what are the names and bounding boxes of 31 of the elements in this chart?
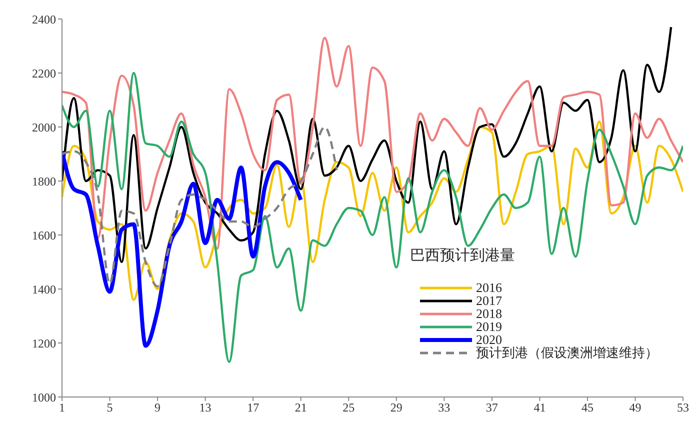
- x-tick-label: 21: [294, 400, 307, 415]
- x-tick-label: 45: [581, 400, 594, 415]
- legend-label: 预计到港（假设澳洲增速维持）: [476, 344, 658, 362]
- x-tick-label: 41: [534, 400, 546, 415]
- legend-label: 2019: [476, 318, 502, 334]
- x-tick-label: 49: [629, 400, 642, 415]
- x-tick-label: 5: [106, 400, 113, 415]
- legend-label: 2016: [476, 280, 502, 296]
- y-tick-label: 2000: [32, 120, 56, 134]
- x-tick-label: 33: [438, 400, 450, 415]
- y-tick-label: 2400: [32, 12, 56, 26]
- y-tick-label: 1600: [32, 228, 56, 242]
- legend-label: 2020: [476, 332, 502, 346]
- x-tick-label: 1: [59, 400, 65, 415]
- x-tick-label: 37: [486, 400, 498, 415]
- x-tick-label: 9: [154, 400, 161, 415]
- y-tick-label: 1000: [32, 390, 56, 404]
- x-tick-label: 53: [677, 400, 689, 415]
- legend-label: 2018: [476, 306, 502, 322]
- legend-label: 2017: [476, 292, 502, 308]
- x-tick-label: 13: [199, 400, 212, 415]
- y-tick-label: 2200: [32, 66, 56, 80]
- line-series: [62, 72, 683, 363]
- y-tick-label: 1200: [32, 336, 56, 350]
- legend-title: 巴西预计到港量: [410, 246, 516, 265]
- x-tick-label: 17: [247, 400, 260, 415]
- line-series: [62, 149, 303, 348]
- x-tick-label: 29: [390, 400, 402, 415]
- y-tick-label: 1400: [32, 282, 56, 296]
- y-tick-label: 1800: [32, 174, 56, 188]
- x-tick-label: 25: [342, 400, 355, 415]
